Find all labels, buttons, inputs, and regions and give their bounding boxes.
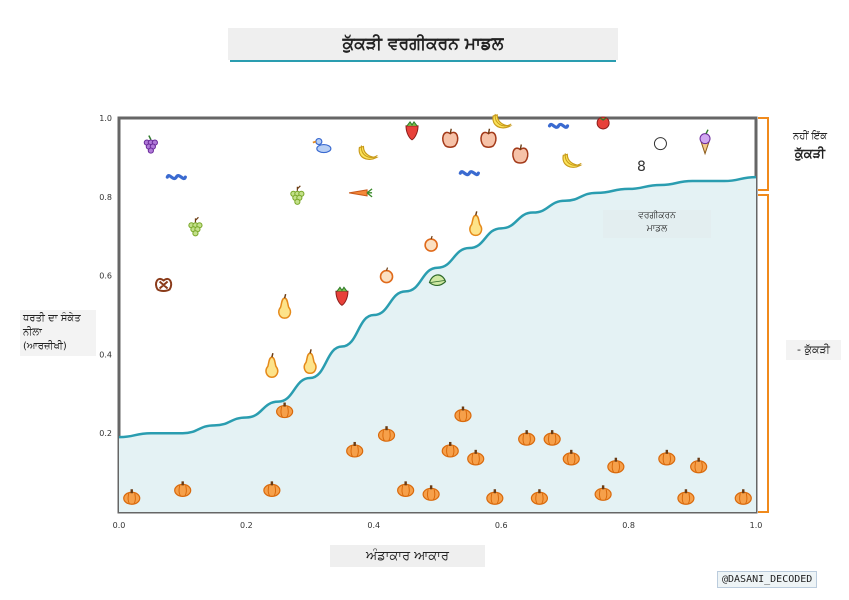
orange-point — [424, 235, 438, 252]
worm-point — [165, 174, 187, 181]
y-axis-label-line: ਧਰਤੀ ਦਾ ਸੰਕੇਤ — [23, 313, 81, 324]
y-tick-labels: 0.2 0.4 0.6 0.8 1.0 — [99, 114, 112, 438]
stray-digit: 8 — [637, 159, 646, 175]
banana-point — [492, 113, 513, 129]
y-tick-label: 0.6 — [99, 272, 112, 281]
pumpkin-point — [454, 406, 472, 423]
pear-point — [303, 349, 317, 375]
y-axis-label: ਧਰਤੀ ਦਾ ਸੰਕੇਤ ਨੀਲਾ (ਆਰਜ਼ੀਖੀ) — [20, 310, 96, 356]
duck-point — [312, 137, 332, 154]
pumpkin-point — [486, 489, 504, 505]
x-tick-label: 0.0 — [113, 521, 126, 530]
icecream-point — [699, 129, 711, 156]
y-axis-label-line: (ਆਰਜ਼ੀਖੀ) — [23, 341, 67, 352]
model-label-line2: ਮਾਡਲ — [646, 224, 668, 234]
y-tick-label: 0.4 — [99, 350, 112, 359]
watermark: @DASANI_DECODED — [717, 571, 818, 588]
pumpkin-point — [441, 441, 459, 458]
banana-point — [358, 145, 379, 161]
right-bracket-top — [758, 117, 769, 191]
x-tick-label: 1.0 — [750, 521, 763, 530]
carrot-point — [348, 188, 373, 198]
pumpkin-point — [467, 449, 485, 466]
title-underline — [230, 60, 616, 62]
orange-point — [379, 267, 394, 284]
pear-point — [265, 353, 279, 378]
legend-not-pumpkin-line2: ਕੁੱਕੜੀ — [794, 147, 826, 162]
pumpkin-point — [518, 430, 536, 446]
worm-point — [547, 122, 570, 129]
pumpkin-point — [276, 402, 294, 419]
classification-curve — [118, 175, 757, 439]
grapes-point — [188, 216, 203, 237]
legend-pumpkin: - ਕੁੱਕੜੀ — [786, 340, 841, 360]
data-points — [123, 113, 752, 505]
curve-area — [119, 177, 756, 512]
pumpkin-point — [690, 457, 708, 474]
model-label: ਵਰਗੀਕਰਨ ਮਾਡਲ — [603, 210, 711, 238]
pumpkin-point — [734, 489, 752, 505]
apple-point — [442, 128, 459, 148]
pumpkin-point — [346, 441, 364, 458]
chart-title: ਕੁੱਕੜੀ ਵਰਗੀਕਰਨ ਮਾਡਲ — [228, 28, 618, 60]
pumpkin-point — [263, 481, 281, 497]
pumpkin-point — [658, 449, 676, 466]
pumpkin-point — [594, 485, 612, 501]
right-bracket-bottom — [758, 194, 769, 513]
strawberry-point — [405, 120, 419, 141]
x-tick-label: 0.6 — [495, 521, 508, 530]
pretzel-point — [154, 277, 173, 292]
pumpkin-point — [123, 489, 141, 505]
model-label-line1: ਵਰਗੀਕਰਨ — [638, 211, 676, 221]
x-tick-label: 0.8 — [622, 521, 635, 530]
strawberry-point — [335, 286, 349, 306]
x-tick-label: 0.4 — [367, 521, 380, 530]
pumpkin-point — [422, 485, 440, 501]
y-tick-label: 1.0 — [99, 114, 112, 123]
pumpkin-point — [677, 489, 695, 505]
legend-not-pumpkin-line1: ਨਹੀਂ ਇੱਕ — [792, 131, 828, 142]
y-tick-label: 0.2 — [99, 429, 112, 438]
pumpkin-point — [530, 489, 549, 505]
x-tick-labels: 0.0 0.2 0.4 0.6 0.8 1.0 — [113, 521, 763, 530]
grapes-point — [143, 135, 158, 154]
apple-point — [480, 128, 497, 148]
x-axis-label: ਅੰਡਾਕਾਰ ਆਕਾਰ — [330, 545, 485, 567]
chick-point — [653, 137, 667, 151]
pear-point — [469, 211, 483, 237]
banana-point — [562, 153, 583, 168]
pumpkin-point — [174, 481, 192, 497]
y-axis-label-line: ਨੀਲਾ — [23, 327, 42, 338]
pumpkin-point — [543, 430, 561, 446]
pumpkin-point — [377, 426, 396, 442]
grapes-point — [290, 185, 305, 205]
legend-not-pumpkin: ਨਹੀਂ ਇੱਕ ਕੁੱਕੜੀ — [780, 128, 840, 164]
y-tick-label: 0.8 — [99, 193, 112, 202]
pumpkin-point — [607, 457, 625, 474]
pumpkin-point — [397, 481, 415, 497]
apple-point — [512, 144, 529, 164]
leaf-point — [428, 274, 447, 287]
tomato-point — [596, 116, 610, 130]
x-tick-label: 0.2 — [240, 521, 253, 530]
worm-point — [458, 170, 480, 177]
pumpkin-point — [562, 449, 580, 466]
pear-point — [278, 293, 292, 319]
